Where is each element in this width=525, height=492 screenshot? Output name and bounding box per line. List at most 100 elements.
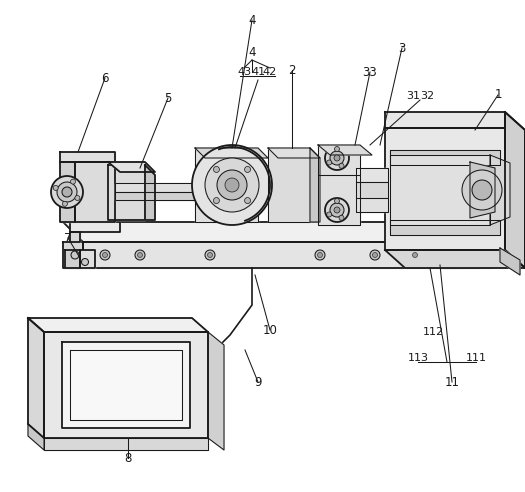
Polygon shape xyxy=(390,155,490,225)
Circle shape xyxy=(373,252,377,257)
Polygon shape xyxy=(108,162,155,172)
Polygon shape xyxy=(440,232,470,242)
Circle shape xyxy=(53,185,58,190)
Polygon shape xyxy=(63,242,83,268)
Circle shape xyxy=(330,151,344,165)
Text: 31: 31 xyxy=(406,91,420,101)
Circle shape xyxy=(135,250,145,260)
Text: 32: 32 xyxy=(420,91,434,101)
Circle shape xyxy=(57,182,77,202)
Circle shape xyxy=(325,146,349,170)
Text: 7: 7 xyxy=(64,232,72,245)
Polygon shape xyxy=(70,232,80,242)
Circle shape xyxy=(327,160,332,165)
Circle shape xyxy=(225,178,239,192)
Polygon shape xyxy=(62,342,190,428)
Circle shape xyxy=(205,158,259,212)
Text: 3: 3 xyxy=(398,41,406,55)
Polygon shape xyxy=(63,222,492,242)
Circle shape xyxy=(410,250,420,260)
Polygon shape xyxy=(44,332,208,438)
Circle shape xyxy=(214,198,219,204)
Polygon shape xyxy=(44,438,208,450)
Circle shape xyxy=(138,252,142,257)
Circle shape xyxy=(330,203,344,217)
Polygon shape xyxy=(490,155,510,225)
Circle shape xyxy=(207,252,213,257)
Polygon shape xyxy=(268,148,310,222)
Polygon shape xyxy=(195,148,258,222)
Text: 113: 113 xyxy=(407,353,428,363)
Polygon shape xyxy=(385,112,505,128)
Text: 8: 8 xyxy=(124,452,132,464)
Polygon shape xyxy=(318,175,360,225)
Circle shape xyxy=(334,198,340,204)
Circle shape xyxy=(462,170,502,210)
Circle shape xyxy=(245,166,250,172)
Polygon shape xyxy=(108,165,145,220)
Text: 42: 42 xyxy=(263,67,277,77)
Polygon shape xyxy=(385,250,525,268)
Circle shape xyxy=(370,250,380,260)
Circle shape xyxy=(81,258,89,266)
Text: 6: 6 xyxy=(101,71,109,85)
Circle shape xyxy=(334,207,340,213)
Circle shape xyxy=(62,187,72,197)
Polygon shape xyxy=(356,198,388,212)
Circle shape xyxy=(245,198,250,204)
Polygon shape xyxy=(390,150,500,165)
Circle shape xyxy=(192,145,272,225)
Circle shape xyxy=(62,201,67,206)
Polygon shape xyxy=(60,162,75,222)
Circle shape xyxy=(205,250,215,260)
Polygon shape xyxy=(356,182,388,198)
Polygon shape xyxy=(65,250,80,268)
Polygon shape xyxy=(318,145,360,175)
Polygon shape xyxy=(70,222,120,232)
Polygon shape xyxy=(470,162,495,218)
Circle shape xyxy=(217,170,247,200)
Circle shape xyxy=(334,155,340,161)
Polygon shape xyxy=(115,183,200,192)
Polygon shape xyxy=(310,148,320,222)
Polygon shape xyxy=(83,242,492,268)
Polygon shape xyxy=(75,162,115,222)
Text: 41: 41 xyxy=(251,67,265,77)
Circle shape xyxy=(102,252,108,257)
Circle shape xyxy=(75,195,80,201)
Text: 112: 112 xyxy=(423,327,444,337)
Polygon shape xyxy=(505,112,525,268)
Circle shape xyxy=(325,198,349,222)
Text: 111: 111 xyxy=(466,353,487,363)
Circle shape xyxy=(413,252,417,257)
Polygon shape xyxy=(385,128,505,250)
Polygon shape xyxy=(60,152,115,162)
Circle shape xyxy=(334,147,340,152)
Circle shape xyxy=(327,212,332,217)
Text: 1: 1 xyxy=(494,89,502,101)
Polygon shape xyxy=(28,424,44,450)
Polygon shape xyxy=(195,148,268,158)
Polygon shape xyxy=(390,220,500,235)
Polygon shape xyxy=(80,250,95,268)
Polygon shape xyxy=(440,250,460,268)
Circle shape xyxy=(339,215,344,220)
Polygon shape xyxy=(28,318,208,332)
Polygon shape xyxy=(115,192,200,200)
Circle shape xyxy=(339,163,344,168)
Circle shape xyxy=(70,179,76,184)
Circle shape xyxy=(51,176,83,208)
Polygon shape xyxy=(400,222,470,232)
Circle shape xyxy=(71,251,79,259)
Text: 11: 11 xyxy=(445,375,459,389)
Polygon shape xyxy=(145,165,155,220)
Text: 10: 10 xyxy=(262,324,277,337)
Polygon shape xyxy=(268,148,320,158)
Text: 43: 43 xyxy=(237,67,251,77)
Circle shape xyxy=(318,252,322,257)
Polygon shape xyxy=(460,250,480,268)
Text: 2: 2 xyxy=(288,63,296,76)
Polygon shape xyxy=(70,350,182,420)
Circle shape xyxy=(100,250,110,260)
Circle shape xyxy=(214,166,219,172)
